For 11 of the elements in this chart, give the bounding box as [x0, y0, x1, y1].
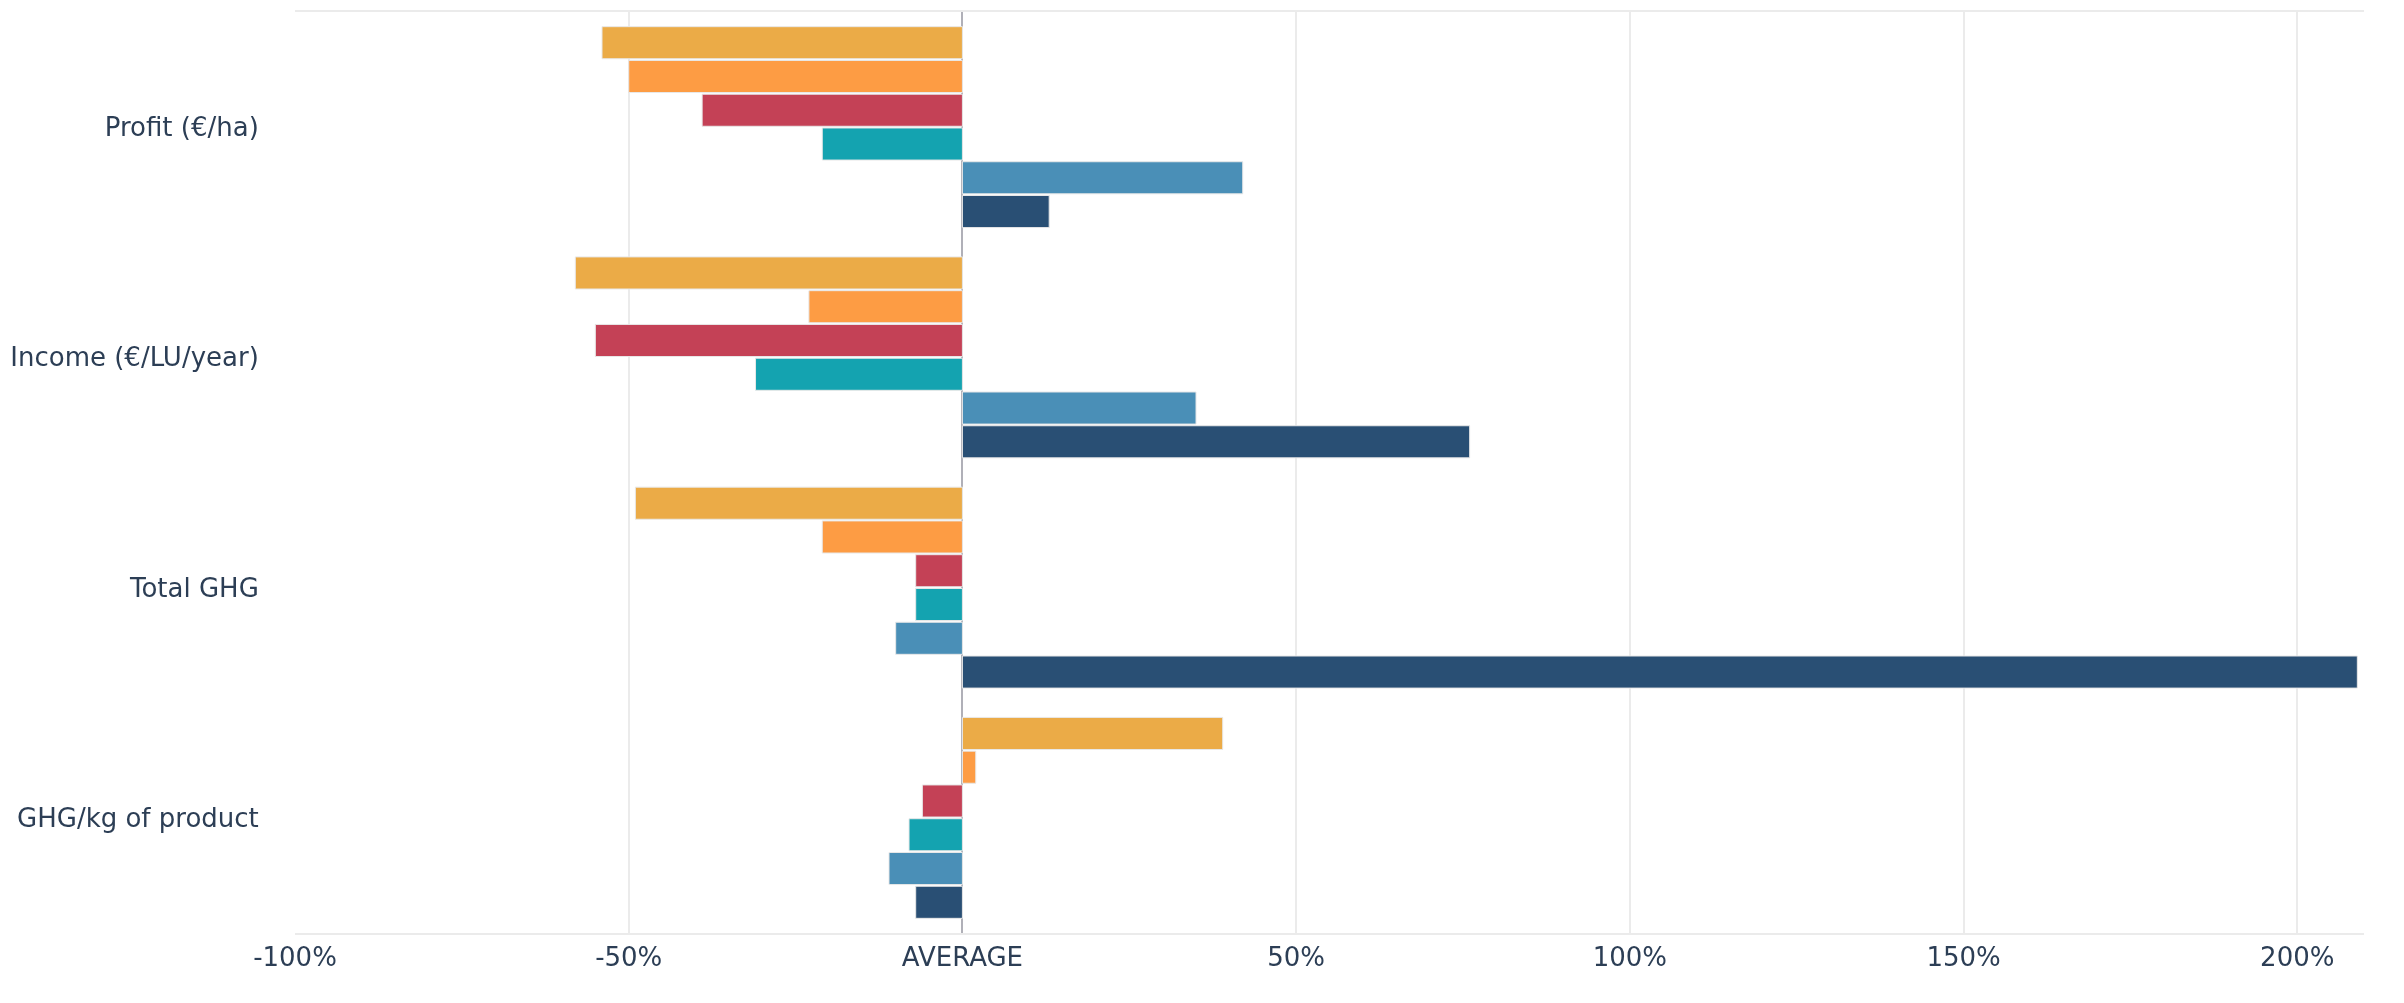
x-tick-label: 150% [1926, 942, 2001, 973]
x-tick-label: AVERAGE [901, 942, 1024, 973]
x-tick-label: -100% [253, 942, 337, 973]
x-tick-label: 50% [1267, 942, 1326, 973]
x-tick-label: 200% [2260, 942, 2335, 973]
x-tick-label: 100% [1592, 942, 1668, 973]
x-tick-label: -50% [595, 942, 663, 973]
y-tick-label: Income (€/LU/year) [10, 342, 259, 373]
y-tick-label: Total GHG [128, 572, 259, 603]
y-tick-label: Profit (€/ha) [104, 112, 259, 143]
y-tick-label: GHG/kg of product [17, 802, 259, 833]
